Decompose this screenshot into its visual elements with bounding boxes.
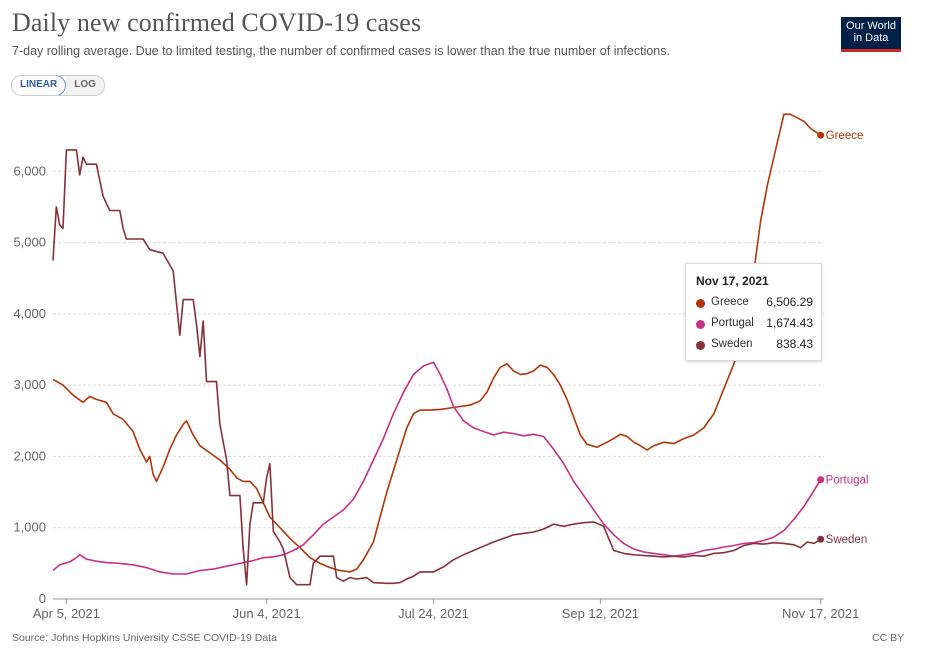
x-tick-label: Jun 4, 2021 — [233, 606, 301, 621]
y-tick-label: 0 — [39, 591, 46, 606]
tooltip-row-value: 1,674.43 — [766, 316, 813, 330]
x-axis-ticks: Apr 5, 2021 Jun 4, 2021 Jul 24, 2021 Sep 12… — [33, 599, 860, 621]
x-tick-label: Apr 5, 2021 — [33, 606, 100, 621]
tooltip-row-value: 6,506.29 — [766, 295, 813, 309]
tooltip-row-name: Sweden — [711, 338, 753, 350]
hover-tooltip: Nov 17, 2021 Greece 6,506.29 Portugal 1,… — [685, 263, 822, 361]
series-label-greece: Greece — [826, 130, 864, 142]
y-tick-label: 4,000 — [13, 306, 46, 321]
x-tick-label: Sep 12, 2021 — [562, 606, 639, 621]
tooltip-row-name: Greece — [711, 296, 749, 308]
source-note[interactable]: Source: Johns Hopkins University CSSE CO… — [12, 632, 277, 644]
series-end-point-sweden — [817, 536, 824, 543]
series-line-portugal — [53, 362, 821, 574]
portugal-dot-icon — [696, 320, 705, 329]
tooltip-row-greece: Greece 6,506.29 — [696, 295, 816, 311]
series-end-labels: Greece Portugal Sweden — [826, 130, 869, 546]
y-tick-label: 3,000 — [13, 377, 46, 392]
x-tick-label: Jul 24, 2021 — [398, 606, 469, 621]
series-end-point-greece — [817, 132, 824, 139]
tooltip-date: Nov 17, 2021 — [696, 274, 769, 288]
greece-dot-icon — [696, 299, 705, 308]
y-tick-label: 5,000 — [13, 235, 46, 250]
tooltip-row-portugal: Portugal 1,674.43 — [696, 316, 816, 332]
license-link[interactable]: CC BY — [872, 632, 904, 644]
tooltip-row-value: 838.43 — [776, 337, 813, 351]
sweden-dot-icon — [696, 341, 705, 350]
series-label-portugal: Portugal — [826, 475, 869, 487]
series-end-point-portugal — [817, 476, 824, 483]
tooltip-row-sweden: Sweden 838.43 — [696, 337, 816, 353]
y-tick-label: 6,000 — [13, 163, 46, 178]
y-tick-label: 2,000 — [13, 448, 46, 463]
x-tick-label: Nov 17, 2021 — [782, 606, 859, 621]
series-label-sweden: Sweden — [826, 534, 868, 546]
y-tick-label: 1,000 — [13, 520, 46, 535]
gridlines — [53, 171, 824, 599]
tooltip-row-name: Portugal — [711, 317, 754, 329]
y-axis-ticks: 0 1,000 2,000 3,000 4,000 5,000 6,000 — [13, 163, 46, 606]
